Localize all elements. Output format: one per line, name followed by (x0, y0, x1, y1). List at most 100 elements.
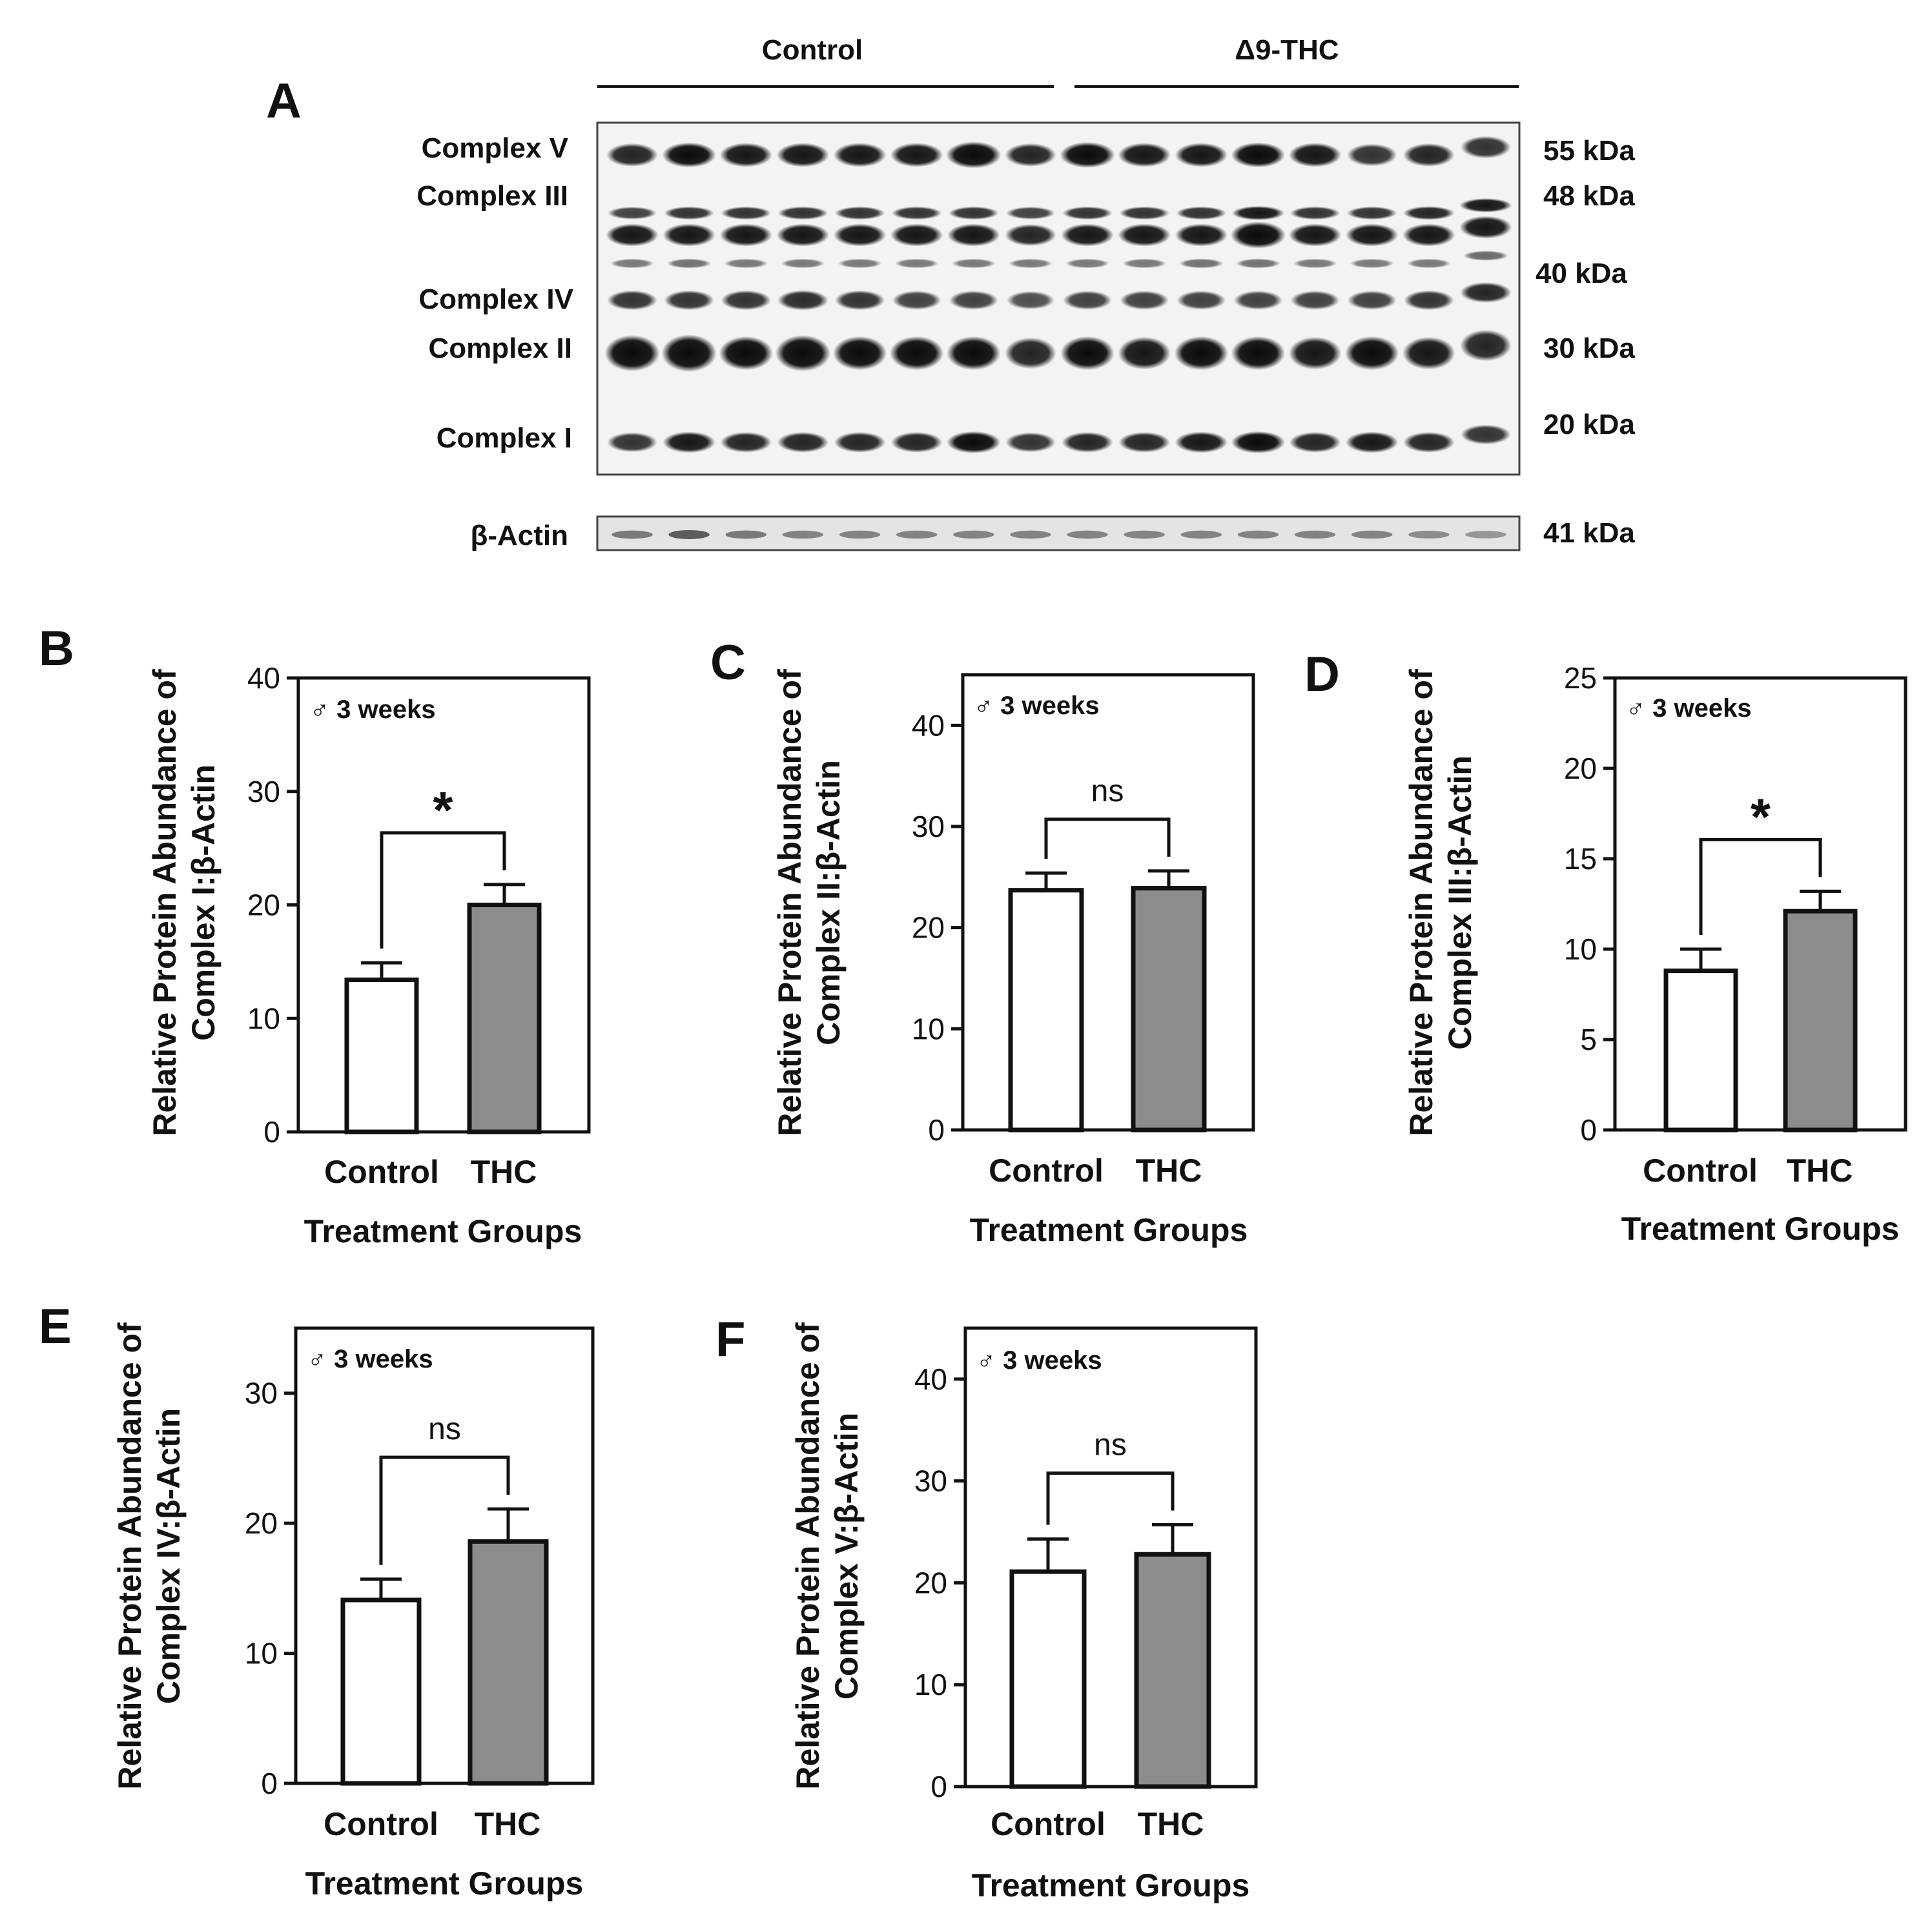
blot-band (1459, 198, 1512, 212)
blot-band (1118, 223, 1171, 247)
actin-band (1408, 531, 1450, 538)
y-tick-label: 10 (1564, 932, 1597, 966)
y-axis-title-line2: Complex V:β-Actin (828, 1413, 865, 1699)
significance-label: * (433, 781, 453, 839)
blot-band (1231, 142, 1286, 168)
band-label-complex-iii: Complex III (416, 180, 568, 212)
y-tick-label: 20 (247, 888, 280, 922)
panel-letter-f: F (715, 1312, 745, 1367)
y-tick-label: 10 (912, 1012, 945, 1045)
blot-band (834, 432, 886, 453)
blot-band (892, 291, 941, 310)
panel-letter-b: B (39, 621, 74, 676)
blot-band (721, 290, 772, 311)
blot-band (1403, 336, 1455, 370)
y-axis-title-line1: Relative Protein Abundance of (772, 669, 808, 1136)
significance-bracket-line (1699, 837, 1822, 935)
y-tick-label: 10 (247, 1001, 280, 1035)
blot-band (1009, 258, 1053, 269)
blot-band (1231, 336, 1286, 371)
bar-control (340, 1597, 422, 1786)
y-tick-label: 20 (914, 1566, 947, 1599)
blot-band (1005, 143, 1056, 167)
actin-band (1124, 530, 1165, 539)
inset-label: ♂ 3 weeks (310, 695, 436, 724)
actin-band (725, 530, 767, 539)
y-tick-label: 0 (930, 1770, 947, 1803)
inset-label: ♂ 3 weeks (976, 1346, 1102, 1375)
band-kda-20: 20 kDa (1543, 409, 1635, 440)
blot-band (1065, 258, 1109, 269)
y-axis-title-line2: Complex III:β-Actin (1442, 755, 1478, 1050)
blot-band (775, 334, 831, 372)
chart-panel-e: E Relative Protein Abundance of Complex … (39, 1299, 595, 1902)
blot-band (607, 432, 657, 453)
actin-band (1237, 530, 1279, 539)
band-kda-55: 55 kDa (1543, 135, 1635, 167)
blot-band (833, 223, 887, 247)
y-tick-label: 40 (914, 1362, 947, 1396)
bar-thc (467, 903, 542, 1134)
actin-band (668, 530, 710, 539)
blot-band (1175, 431, 1228, 453)
blot-band (1461, 424, 1511, 445)
blot-band (1119, 206, 1169, 220)
actin-kda: 41 kDa (1543, 517, 1635, 549)
actin-band (1294, 530, 1336, 539)
band-kda-48: 48 kDa (1543, 180, 1635, 212)
actin-band (1351, 530, 1393, 539)
blot-band (1288, 143, 1342, 167)
blot-band (664, 290, 714, 311)
blot-group-control: Control (762, 34, 863, 66)
blot-band (664, 206, 714, 220)
blot-band (1293, 258, 1337, 269)
y-axis: 0 10 20 30 40 (912, 708, 963, 1147)
actin-band (782, 530, 824, 539)
blot-band (1290, 291, 1340, 310)
band-label-complex-ii: Complex II (429, 333, 573, 364)
blot-band (1346, 206, 1397, 220)
x-tick-label-thc: THC (1138, 1806, 1204, 1842)
blot-band (1174, 336, 1228, 371)
blot-band (1060, 141, 1115, 169)
actin-band (1067, 530, 1108, 539)
blot-band (949, 291, 998, 310)
blot-band (1062, 206, 1113, 220)
blot-band (777, 290, 828, 311)
significance-label: ns (1094, 1428, 1127, 1462)
significance-bracket-line (380, 831, 506, 949)
blot-band (1118, 432, 1170, 453)
blot-panel: A Control Δ9-THC Complex V Complex III C… (266, 34, 1635, 551)
band-label-complex-v: Complex V (422, 132, 569, 164)
blot-band (1403, 206, 1455, 220)
blot-band (776, 223, 830, 247)
panel-letter-d: D (1304, 647, 1340, 702)
significance-bracket: ns (1044, 774, 1171, 859)
blot-band (1459, 216, 1512, 239)
x-tick-label-thc: THC (475, 1806, 541, 1842)
blot-band (838, 258, 882, 269)
blot-bands (604, 136, 1512, 454)
y-tick-label: 40 (247, 661, 280, 695)
bars (340, 1507, 549, 1786)
blot-band (946, 141, 1002, 169)
bar-control (344, 977, 419, 1134)
blot-band (890, 223, 943, 247)
blot-band (1231, 431, 1286, 454)
y-tick-label: 20 (1564, 752, 1597, 785)
blot-band (666, 258, 712, 269)
blot-band (1289, 432, 1341, 453)
blot-band (1403, 143, 1455, 167)
panel-letter-a: A (266, 74, 302, 128)
blot-band (724, 258, 768, 269)
y-axis-title-line1: Relative Protein Abundance of (147, 669, 183, 1136)
significance-bracket-line (379, 1455, 510, 1565)
x-tick-label-control: Control (324, 1806, 438, 1842)
blot-band (890, 432, 943, 453)
chart-panel-b: B Relative Protein Abundance of Complex … (39, 621, 591, 1249)
blot-band (719, 336, 773, 371)
blot-band (777, 206, 828, 220)
y-axis: 0 10 20 30 (245, 1377, 296, 1800)
blot-band (1233, 291, 1283, 310)
blot-band (1062, 432, 1113, 453)
